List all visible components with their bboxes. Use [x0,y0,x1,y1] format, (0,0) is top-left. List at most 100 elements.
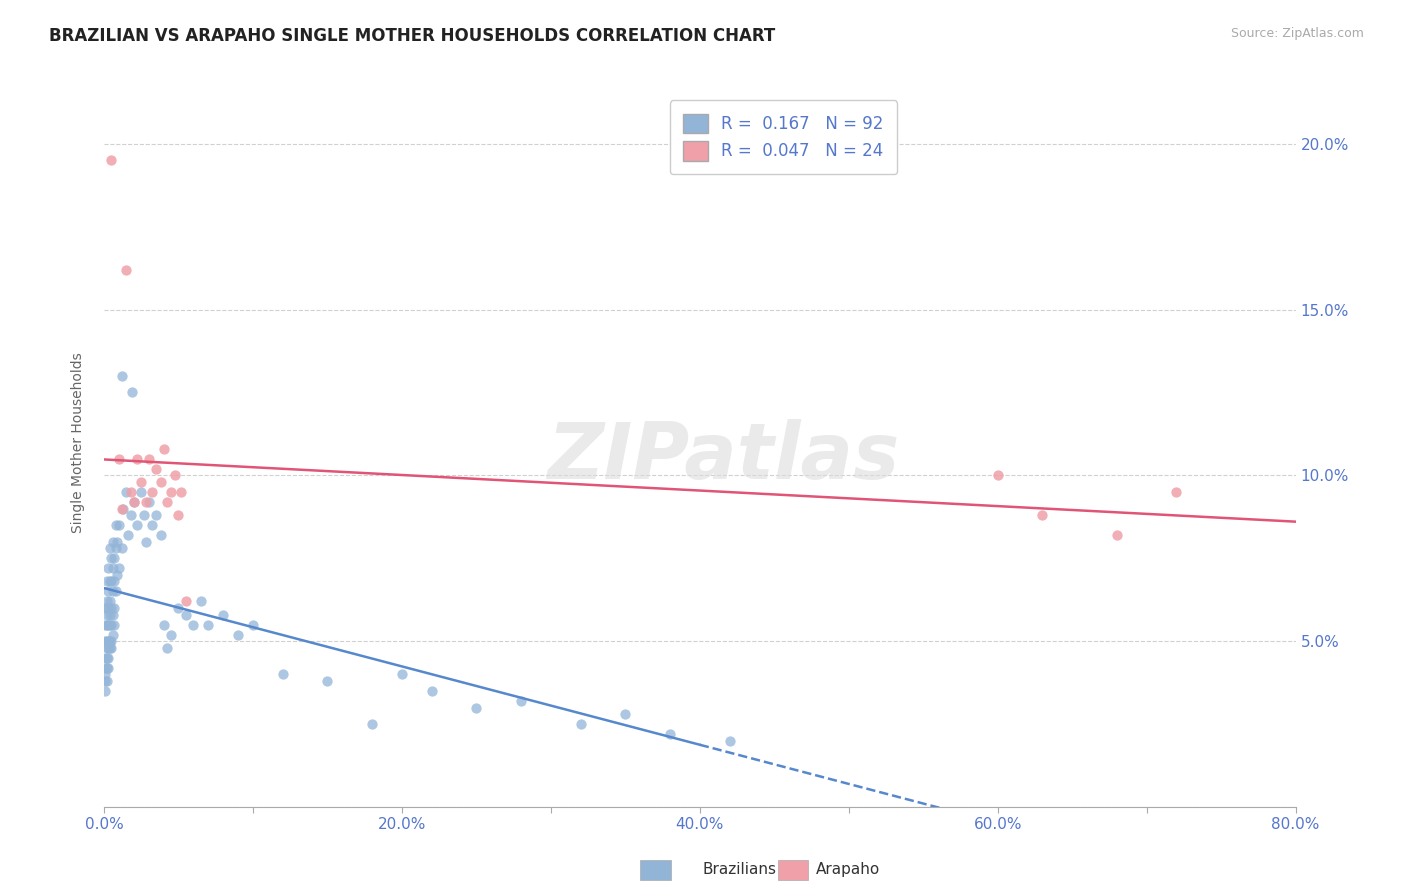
Point [120,508,142,523]
Point [167,601,190,615]
Point [122,495,145,509]
Point [391,667,413,681]
Point [96,574,118,589]
Point [138,495,160,509]
Point [174,607,197,622]
Point [121,385,143,400]
Point [94,634,117,648]
Point [226,627,249,641]
Point [101,534,124,549]
Point [112,501,135,516]
Point [101,627,124,641]
Point [98,607,121,622]
Point [101,584,124,599]
Point [160,485,183,500]
Point [97,584,120,599]
Point [361,717,384,731]
Legend: R =  0.167   N = 92, R =  0.047   N = 24: R = 0.167 N = 92, R = 0.047 N = 24 [669,101,897,174]
Point [97,661,120,675]
Point [165,468,187,483]
Point [141,518,163,533]
Point [152,617,174,632]
Point [1105,528,1128,542]
Point [103,551,125,566]
Point [98,541,121,556]
Point [98,640,121,655]
Point [718,733,741,747]
Point [98,574,121,589]
Point [100,617,122,632]
Point [167,508,190,523]
Point [420,684,443,698]
Point [987,468,1010,483]
Point [100,153,122,168]
Point [197,617,219,632]
Text: BRAZILIAN VS ARAPAHO SINGLE MOTHER HOUSEHOLDS CORRELATION CHART: BRAZILIAN VS ARAPAHO SINGLE MOTHER HOUSE… [49,27,776,45]
Point [190,594,212,608]
Point [97,634,120,648]
Point [569,717,592,731]
Point [145,508,167,523]
Point [96,594,118,608]
Point [115,485,138,500]
Point [97,640,120,655]
Point [100,640,122,655]
Point [659,727,682,741]
Point [96,673,118,688]
Point [1166,485,1188,500]
Point [103,601,125,615]
Point [271,667,294,681]
Point [129,485,152,500]
Point [108,451,131,466]
Point [108,561,131,575]
Point [108,518,131,533]
Point [138,451,160,466]
Point [145,461,167,475]
Point [129,475,152,489]
Point [152,442,174,456]
Point [614,707,637,722]
Point [96,640,118,655]
Point [111,541,134,556]
Point [125,451,148,466]
Point [94,661,117,675]
Point [141,485,163,500]
Point [170,485,193,500]
Point [97,617,120,632]
Point [103,617,125,632]
Point [135,534,157,549]
Point [96,661,118,675]
Point [96,617,118,632]
Point [94,684,117,698]
Point [105,534,128,549]
Point [94,617,117,632]
Point [97,601,120,615]
Point [111,501,134,516]
Point [120,485,142,500]
Point [98,594,121,608]
Point [212,607,235,622]
Text: Brazilians: Brazilians [703,863,778,877]
Point [117,528,139,542]
Point [1031,508,1053,523]
Point [94,601,117,615]
Point [122,495,145,509]
Point [183,617,205,632]
Point [174,594,197,608]
Point [103,574,125,589]
Text: Arapaho: Arapaho [815,863,880,877]
Point [510,694,533,708]
Point [96,634,118,648]
Point [100,551,122,566]
Point [98,617,121,632]
Point [100,601,122,615]
Point [101,607,124,622]
Point [135,495,157,509]
Point [104,518,127,533]
Point [101,561,124,575]
Point [465,700,488,714]
Point [316,673,339,688]
Point [98,634,121,648]
Point [97,650,120,665]
Point [155,495,177,509]
